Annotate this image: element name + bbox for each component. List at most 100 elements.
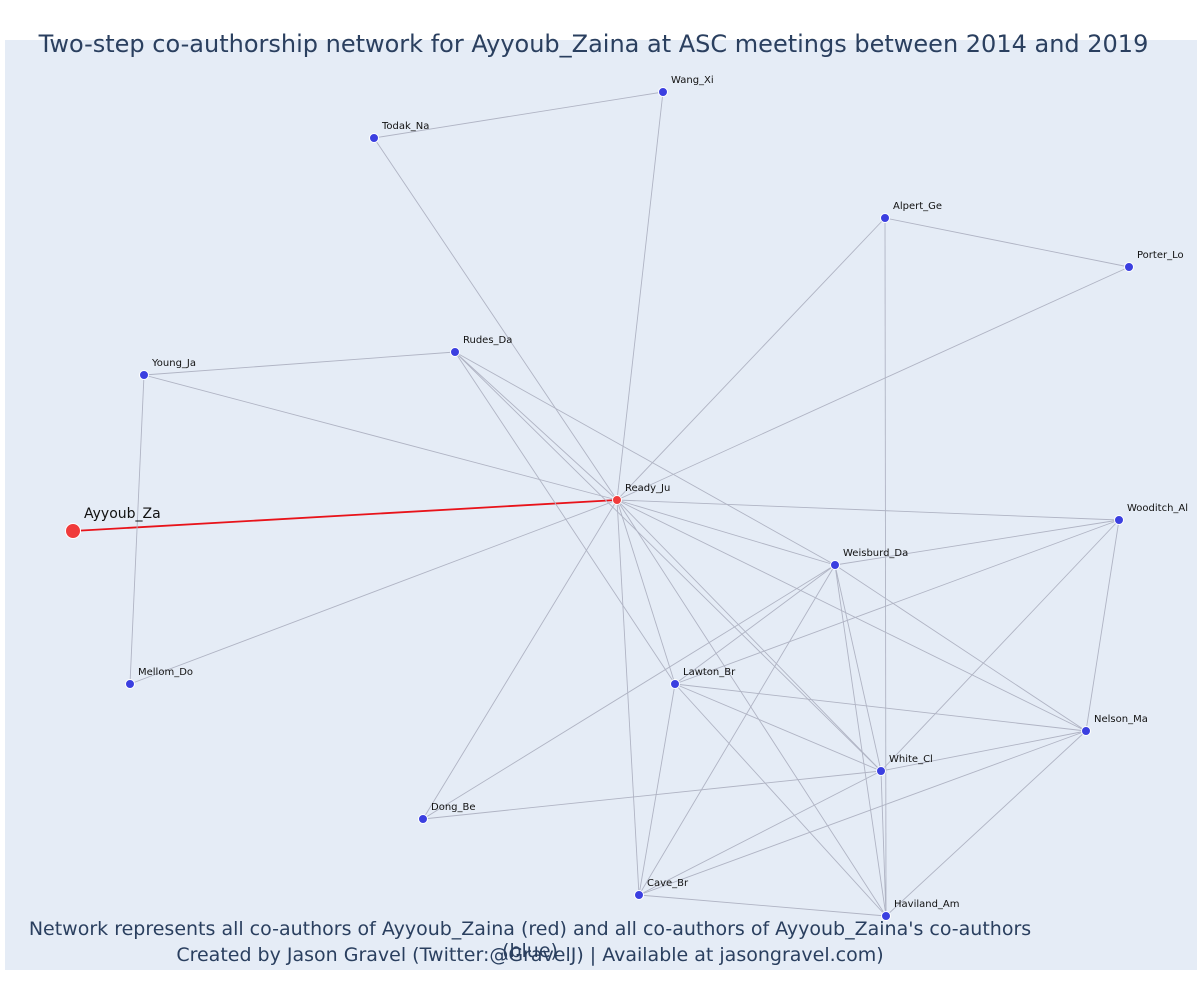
edge-Alpert_Ge-Porter_Lo (884, 217, 1130, 268)
edge-Nelson_Ma-Cave_Br (638, 730, 1087, 896)
edge-Ready_Ju-Lawton_Br (616, 499, 676, 685)
node-Todak_Na[interactable]: Todak_Na (369, 121, 430, 143)
node-label: Ready_Ju (625, 483, 670, 494)
node-White_Cl[interactable]: White_Cl (876, 754, 933, 776)
node-label: Todak_Na (381, 121, 429, 132)
node-label: Wang_Xi (671, 75, 714, 86)
node-marker[interactable] (880, 213, 890, 223)
node-marker[interactable] (1124, 262, 1134, 272)
edge-Lawton_Br-Cave_Br (638, 683, 676, 896)
node-Nelson_Ma[interactable]: Nelson_Ma (1081, 714, 1148, 736)
node-marker[interactable] (125, 679, 135, 689)
node-label: Young_Ja (151, 358, 196, 369)
node-marker[interactable] (1114, 515, 1124, 525)
node-Haviland_Am[interactable]: Haviland_Am (881, 899, 960, 921)
node-Dong_Be[interactable]: Dong_Be (418, 802, 476, 824)
node-Mellom_Do[interactable]: Mellom_Do (125, 667, 194, 689)
edge-Young_Ja-Ready_Ju (143, 374, 618, 501)
edge-Lawton_Br-Haviland_Am (674, 683, 887, 917)
node-marker[interactable] (876, 766, 886, 776)
node-label: Dong_Be (431, 802, 476, 813)
node-marker[interactable] (612, 495, 622, 505)
node-label: Haviland_Am (894, 899, 960, 910)
edge-Wang_Xi-Todak_Na (373, 91, 664, 139)
node-marker[interactable] (450, 347, 460, 357)
node-marker[interactable] (1081, 726, 1091, 736)
node-label: White_Cl (889, 754, 933, 765)
node-Rudes_Da[interactable]: Rudes_Da (450, 335, 513, 357)
node-marker[interactable] (139, 370, 149, 380)
edge-Ready_Ju-Wooditch_Al (616, 499, 1120, 521)
node-label: Mellom_Do (138, 667, 193, 678)
node-Alpert_Ge[interactable]: Alpert_Ge (880, 201, 943, 223)
edge-Wang_Xi-Ready_Ju (616, 91, 664, 501)
edge-Nelson_Ma-Haviland_Am (885, 730, 1087, 917)
edge-Rudes_Da-Lawton_Br (454, 351, 676, 685)
edge-Rudes_Da-Ready_Ju (454, 351, 618, 501)
node-marker[interactable] (369, 133, 379, 143)
edge-Ready_Ju-Cave_Br (616, 499, 640, 896)
node-label: Alpert_Ge (893, 201, 942, 212)
edge-Lawton_Br-Nelson_Ma (674, 683, 1087, 732)
node-Lawton_Br[interactable]: Lawton_Br (670, 667, 737, 689)
edge-Wooditch_Al-Nelson_Ma (1085, 519, 1120, 732)
edge-Nelson_Ma-White_Cl (880, 730, 1087, 772)
node-label: Cave_Br (647, 878, 689, 889)
caption-line-2: Created by Jason Gravel (Twitter:@Gravel… (176, 944, 884, 966)
node-Cave_Br[interactable]: Cave_Br (634, 878, 690, 900)
node-Porter_Lo[interactable]: Porter_Lo (1124, 250, 1184, 272)
node-label: Nelson_Ma (1094, 714, 1148, 725)
edge-Todak_Na-Ready_Ju (373, 137, 618, 501)
node-marker[interactable] (634, 890, 644, 900)
edge-Ready_Ju-Nelson_Ma (616, 499, 1087, 732)
edge-Wooditch_Al-White_Cl (880, 519, 1120, 772)
edge-Ready_Ju-Dong_Be (422, 499, 618, 820)
edge-White_Cl-Haviland_Am (880, 770, 887, 917)
node-label: Wooditch_Al (1127, 503, 1188, 514)
chart-title: Two-step co-authorship network for Ayyou… (38, 30, 1149, 58)
node-marker[interactable] (418, 814, 428, 824)
edge-Wooditch_Al-Lawton_Br (674, 519, 1120, 685)
node-Weisburd_Da[interactable]: Weisburd_Da (830, 548, 909, 570)
edge-Weisburd_Da-Dong_Be (422, 564, 836, 820)
edge-Weisburd_Da-Wooditch_Al (834, 519, 1120, 566)
edge-Cave_Br-Haviland_Am (638, 894, 887, 917)
edge-Young_Ja-Mellom_Do (129, 374, 145, 685)
edge-Alpert_Ge-Haviland_Am (884, 217, 887, 917)
caption-line-1: Network represents all co-authors of Ayy… (28, 918, 1032, 962)
node-marker[interactable] (670, 679, 680, 689)
edge-Porter_Lo-Ready_Ju (616, 266, 1130, 501)
edge-Ready_Ju-Weisburd_Da (616, 499, 836, 566)
node-marker[interactable] (658, 87, 668, 97)
edge-Weisburd_Da-Haviland_Am (834, 564, 887, 917)
node-marker[interactable] (65, 523, 81, 539)
node-Ready_Ju[interactable]: Ready_Ju (612, 483, 671, 505)
node-Wang_Xi[interactable]: Wang_Xi (658, 75, 714, 97)
node-Wooditch_Al[interactable]: Wooditch_Al (1114, 503, 1189, 525)
edge-Weisburd_Da-Cave_Br (638, 564, 836, 896)
edge-Rudes_Da-White_Cl (454, 351, 882, 772)
edge-Ready_Ju-Haviland_Am (616, 499, 887, 917)
edge-Alpert_Ge-Ready_Ju (616, 217, 886, 501)
edge-Weisburd_Da-Nelson_Ma (834, 564, 1087, 732)
edge-Weisburd_Da-Lawton_Br (674, 564, 836, 685)
edge-Rudes_Da-Weisburd_Da (454, 351, 836, 566)
node-label: Lawton_Br (683, 667, 736, 678)
edge-Young_Ja-Rudes_Da (143, 351, 456, 376)
node-Young_Ja[interactable]: Young_Ja (139, 358, 197, 380)
node-Ayyoub_Za[interactable]: Ayyoub_Za (65, 506, 161, 539)
edge-Ayyoub_Za-Ready_Ju (72, 499, 618, 532)
edge-White_Cl-Dong_Be (422, 770, 882, 820)
edge-Weisburd_Da-White_Cl (834, 564, 882, 772)
edge-White_Cl-Cave_Br (638, 770, 882, 896)
node-marker[interactable] (830, 560, 840, 570)
node-marker[interactable] (881, 911, 891, 921)
network-graph: Ayyoub_Za Ready_Ju Wang_Xi Todak_Na Alpert_G… (65, 75, 1189, 921)
node-label: Porter_Lo (1137, 250, 1184, 261)
node-label: Ayyoub_Za (84, 506, 161, 522)
node-label: Rudes_Da (463, 335, 512, 346)
plot-area: Ayyoub_Za Ready_Ju Wang_Xi Todak_Na Alpert_G… (5, 40, 1197, 970)
edge-Lawton_Br-White_Cl (674, 683, 882, 772)
edge-Mellom_Do-Ready_Ju (129, 499, 618, 685)
node-label: Weisburd_Da (843, 548, 908, 559)
